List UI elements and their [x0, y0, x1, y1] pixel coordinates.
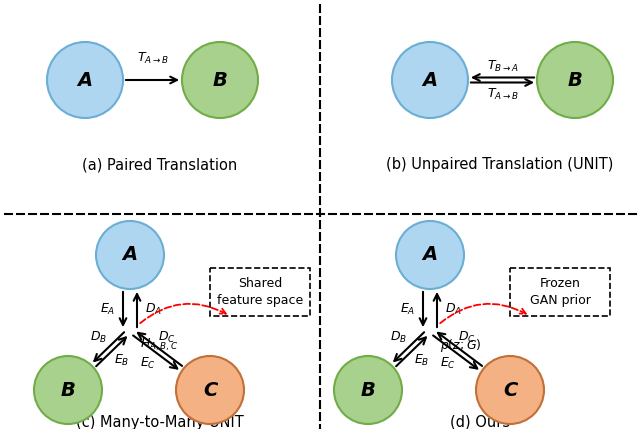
Text: $T_{A\rightarrow B}$: $T_{A\rightarrow B}$: [486, 87, 518, 102]
Circle shape: [96, 221, 164, 289]
Text: $E_C$: $E_C$: [440, 356, 456, 371]
Text: $T_{A\rightarrow B}$: $T_{A\rightarrow B}$: [136, 51, 168, 66]
Circle shape: [47, 42, 123, 118]
Circle shape: [476, 356, 544, 424]
Text: (c) Many-to-Many UNIT: (c) Many-to-Many UNIT: [76, 414, 244, 429]
Circle shape: [392, 42, 468, 118]
Text: $E_A$: $E_A$: [100, 302, 115, 317]
Text: $E_C$: $E_C$: [140, 356, 156, 371]
Text: $E_B$: $E_B$: [113, 353, 129, 368]
Circle shape: [182, 42, 258, 118]
Text: B: B: [61, 381, 76, 399]
Text: $H_{A,B,C}$: $H_{A,B,C}$: [140, 337, 179, 353]
Text: B: B: [360, 381, 376, 399]
Text: (a) Paired Translation: (a) Paired Translation: [83, 157, 237, 172]
Circle shape: [396, 221, 464, 289]
Text: (d) Ours: (d) Ours: [450, 414, 510, 429]
Text: A: A: [122, 245, 138, 265]
FancyBboxPatch shape: [210, 268, 310, 316]
Text: B: B: [212, 70, 227, 90]
Text: $p(z;G)$: $p(z;G)$: [440, 336, 481, 353]
Text: C: C: [203, 381, 217, 399]
Text: Frozen
GAN prior: Frozen GAN prior: [529, 277, 591, 307]
Text: $D_C$: $D_C$: [458, 330, 476, 345]
Text: $T_{B\rightarrow A}$: $T_{B\rightarrow A}$: [486, 58, 518, 73]
Circle shape: [34, 356, 102, 424]
Text: $D_A$: $D_A$: [445, 302, 462, 317]
Text: (b) Unpaired Translation (UNIT): (b) Unpaired Translation (UNIT): [387, 157, 614, 172]
Text: $E_B$: $E_B$: [413, 353, 429, 368]
Text: A: A: [422, 245, 438, 265]
Text: A: A: [77, 70, 93, 90]
Text: A: A: [422, 70, 438, 90]
Text: $E_A$: $E_A$: [400, 302, 415, 317]
Text: $D_A$: $D_A$: [145, 302, 162, 317]
Text: C: C: [503, 381, 517, 399]
Circle shape: [537, 42, 613, 118]
Text: Shared
feature space: Shared feature space: [217, 277, 303, 307]
Text: $D_C$: $D_C$: [158, 330, 176, 345]
Circle shape: [334, 356, 402, 424]
Text: $D_B$: $D_B$: [90, 330, 108, 345]
FancyBboxPatch shape: [510, 268, 610, 316]
Circle shape: [176, 356, 244, 424]
Text: $D_B$: $D_B$: [390, 330, 408, 345]
Text: B: B: [568, 70, 582, 90]
